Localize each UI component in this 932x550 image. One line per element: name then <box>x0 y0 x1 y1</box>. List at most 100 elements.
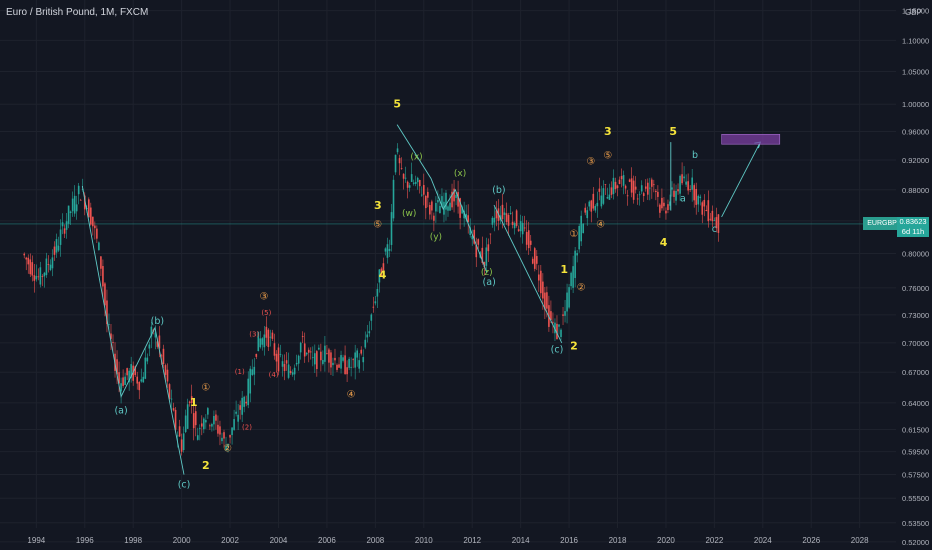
candle-body <box>283 364 286 372</box>
candle-body <box>713 220 716 222</box>
wave-label: ④ <box>596 219 605 230</box>
candle-body <box>515 210 518 226</box>
candle-body <box>65 221 68 230</box>
candle-body <box>717 214 720 233</box>
candle-body <box>576 253 578 256</box>
candle-body <box>445 192 447 210</box>
x-axis[interactable]: 1994 1996 1998 2000 2002 2004 2006 2008 2010 2012… <box>27 536 869 545</box>
candle-body <box>651 179 653 187</box>
candle-body <box>203 418 205 430</box>
x-tick-label: 2016 <box>560 536 578 545</box>
wave-label: 2 <box>202 459 210 472</box>
candle-body <box>237 414 239 422</box>
candle-body <box>495 210 498 219</box>
candle-body <box>707 200 710 222</box>
candle-body <box>235 411 237 414</box>
candle-body <box>451 191 453 208</box>
candle-body <box>255 353 258 357</box>
candle-body <box>416 177 419 183</box>
wave-line <box>493 204 563 344</box>
wave-label: (z) <box>481 268 493 278</box>
candle-body <box>378 269 381 283</box>
candle-body <box>507 214 510 226</box>
candle-body <box>679 175 681 194</box>
candle-body <box>326 353 328 354</box>
candle-body <box>618 179 621 184</box>
wave-label: ④ <box>347 390 356 401</box>
candle-body <box>205 420 207 423</box>
candle-body <box>188 401 191 403</box>
candle-body <box>299 342 302 353</box>
candle-body <box>402 173 405 179</box>
candle-body <box>628 179 631 182</box>
candle-body <box>170 398 173 400</box>
wave-label: ② <box>577 283 586 294</box>
candle-body <box>41 276 44 277</box>
y-tick-label: 0.76000 <box>902 284 929 293</box>
wave-label: (a) <box>114 405 127 416</box>
candle-body <box>67 205 70 224</box>
candle-body <box>580 215 582 242</box>
wave-label: (w) <box>402 209 416 219</box>
candle-body <box>87 199 90 218</box>
candle-body <box>126 368 128 376</box>
candle-body <box>566 292 568 312</box>
candle-body <box>271 332 274 339</box>
candle-body <box>392 179 395 219</box>
candle-body <box>307 349 310 353</box>
x-tick-label: 2022 <box>705 536 723 545</box>
candle-body <box>63 228 66 234</box>
candle-body <box>683 176 685 179</box>
candle-body <box>447 206 449 211</box>
candle-body <box>23 253 26 256</box>
candle-body <box>636 198 639 200</box>
candle-body <box>259 338 262 348</box>
wave-label: (c) <box>178 479 191 490</box>
candle-body <box>598 188 601 192</box>
wave-label: (2) <box>242 424 252 432</box>
candle-body <box>570 272 572 287</box>
wave-label: ② <box>223 444 232 455</box>
candle-body <box>354 352 356 368</box>
wave-label: (1) <box>235 368 245 376</box>
y-tick-label: 0.70000 <box>902 339 929 348</box>
candle-body <box>174 409 177 430</box>
candle-body <box>275 353 278 362</box>
wave-lines <box>81 124 781 475</box>
candle-body <box>239 405 241 410</box>
candle-body <box>166 369 169 382</box>
candle-body <box>388 248 391 252</box>
candle-body <box>594 206 597 211</box>
x-tick-label: 2000 <box>173 536 191 545</box>
candle-body <box>711 210 714 222</box>
candle-body <box>715 217 718 229</box>
candle-body <box>164 365 167 375</box>
candle-body <box>182 433 185 451</box>
candle-body <box>501 204 504 220</box>
candle-body <box>374 301 377 304</box>
x-tick-label: 2006 <box>318 536 336 545</box>
candle-body <box>231 427 233 436</box>
candle-body <box>281 361 284 367</box>
candle-body <box>285 360 288 364</box>
candle-body <box>233 419 235 430</box>
candle-body <box>616 185 619 189</box>
candle-body <box>146 357 149 362</box>
y-tick-label: 0.64000 <box>902 399 929 408</box>
wave-label: 5 <box>393 98 401 111</box>
candle-body <box>37 276 40 278</box>
candle-body <box>457 192 459 207</box>
wave-label: 3 <box>374 199 382 212</box>
candle-body <box>459 198 461 218</box>
y-tick-label: 1.15000 <box>902 7 929 16</box>
candle-body <box>467 215 469 222</box>
wave-label: (5) <box>261 309 271 317</box>
candle-body <box>646 182 649 195</box>
candle-body <box>110 333 112 339</box>
candle-body <box>433 215 435 221</box>
candle-body <box>148 344 151 349</box>
wave-label: ① <box>201 382 210 393</box>
candle-body <box>418 179 421 187</box>
wave-labels: 5 3 4 1 2 1 2 3 5 4 (a) (b) (c) (a) (b) (c) a b c ① ② ③ ④ ⑤ ① ② ③ ④… <box>114 98 717 491</box>
